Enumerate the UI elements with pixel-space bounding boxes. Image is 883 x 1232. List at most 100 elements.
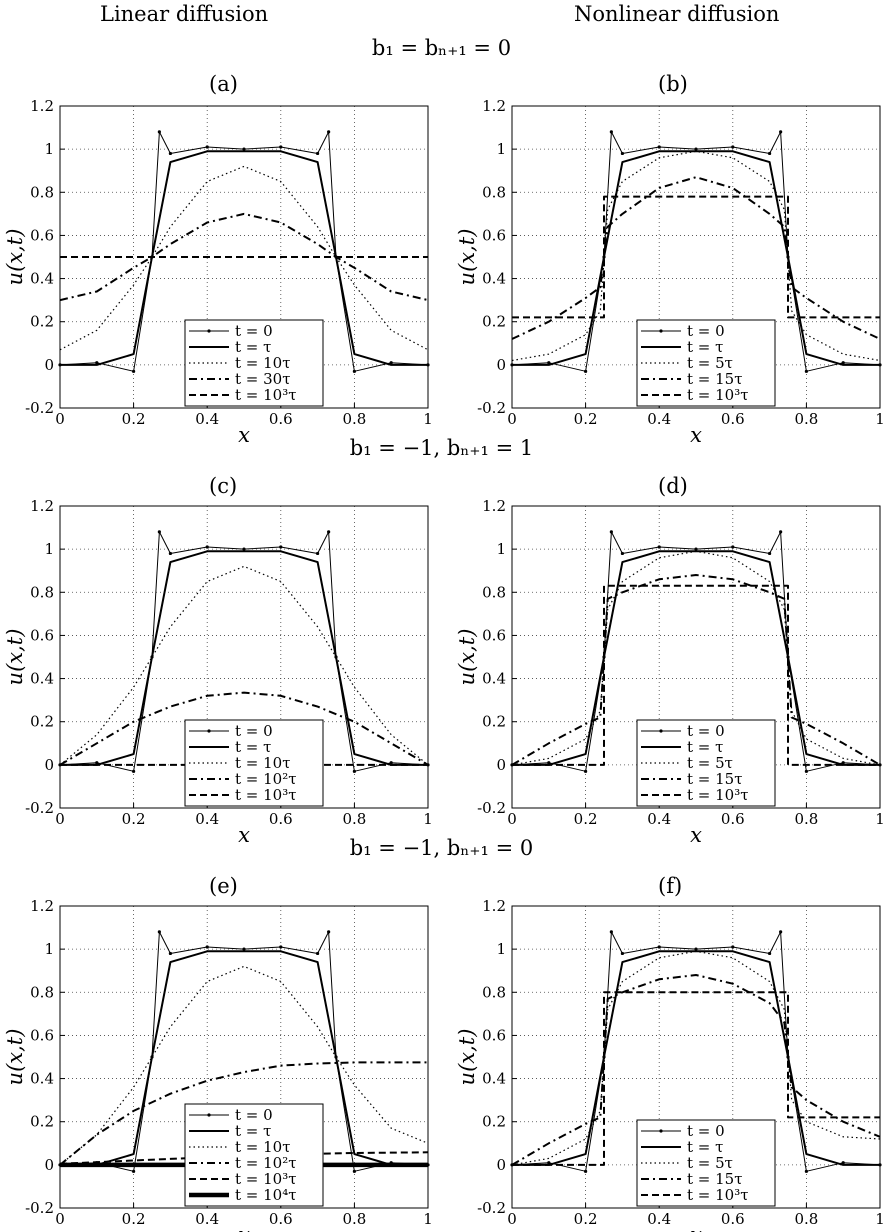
series-point [609, 530, 613, 534]
chart-panel-1: 0 0.2 0.4 0.6 0.8 1-0.200.20.40.60.811.2xu(x,… [3, 97, 433, 447]
y-tick-label: 0.4 [30, 1070, 54, 1088]
x-tick-label: 0.8 [794, 1210, 818, 1228]
series-point [168, 951, 172, 956]
x-tick-label: 0.4 [195, 410, 219, 428]
series-point [157, 130, 161, 134]
y-tick-label: 0 [44, 356, 54, 374]
x-tick-label: 1 [875, 1210, 883, 1228]
y-tick-label: 0.2 [482, 1113, 506, 1131]
series-point [779, 530, 783, 534]
legend-label: t = 10τ [235, 754, 291, 772]
y-tick-label: 0.8 [30, 183, 54, 201]
x-tick-label: 0.6 [269, 1210, 293, 1228]
series-point [804, 769, 809, 773]
y-tick-label: 0.6 [482, 226, 506, 244]
y-tick-label: 1 [496, 940, 506, 958]
y-tick-label: -0.2 [25, 799, 54, 817]
legend-label: t = 10⁴τ [235, 1186, 297, 1204]
legend-label: t = τ [235, 1122, 271, 1140]
x-tick-label: 0.2 [122, 810, 146, 828]
plot-frame [59, 505, 429, 809]
x-axis-label: x [238, 1223, 250, 1232]
series-point [168, 151, 172, 156]
panel-label-e: (e) [209, 874, 238, 898]
y-axis-label: u(x,t) [455, 229, 479, 286]
y-tick-label: -0.2 [477, 399, 506, 417]
y-tick-label: 1.2 [482, 497, 506, 515]
legend-label: t = 10³τ [687, 386, 749, 404]
series-point [694, 947, 698, 951]
legend-label: t = τ [235, 738, 271, 756]
y-tick-label: 0 [44, 756, 54, 774]
series-point [768, 151, 772, 156]
series-point [841, 1161, 845, 1165]
series-point [609, 930, 613, 934]
y-axis-label: u(x,t) [455, 629, 479, 686]
series-point [657, 545, 661, 549]
series-point [95, 361, 99, 365]
plot-frame [511, 905, 881, 1209]
legend-label: t = 10τ [235, 354, 291, 372]
y-tick-label: 1.2 [30, 897, 54, 915]
x-tick-label: 1 [423, 410, 433, 428]
x-tick-label: 0.2 [122, 1210, 146, 1228]
series-line-5 [512, 195, 880, 319]
x-tick-label: 0.2 [122, 410, 146, 428]
series-line-2 [60, 550, 428, 766]
row-condition-2: b₁ = −1, bₙ₊₁ = 1 [349, 436, 534, 460]
series-point [657, 945, 661, 949]
y-tick-label: 0.6 [482, 1026, 506, 1044]
y-tick-label: 0.2 [30, 1113, 54, 1131]
legend-label: t = 10²τ [235, 1154, 297, 1172]
x-axis-label: x [690, 823, 702, 847]
legend-label: t = 10³τ [687, 786, 749, 804]
series-line-4 [512, 574, 880, 766]
y-tick-label: -0.2 [25, 1199, 54, 1217]
y-tick-label: 0.8 [482, 983, 506, 1001]
x-tick-label: 0 [55, 1210, 65, 1228]
series-point [547, 361, 551, 365]
y-tick-label: 1 [496, 540, 506, 558]
panel-label-f: (f) [658, 874, 683, 898]
legend-marker [659, 1129, 663, 1133]
series-point [316, 551, 320, 556]
legend-marker [207, 729, 211, 733]
y-tick-label: 0 [496, 1156, 506, 1174]
series-point [547, 1161, 551, 1165]
x-tick-label: 1 [423, 1210, 433, 1228]
chart-panel-3: 0 0.2 0.4 0.6 0.8 1-0.200.20.40.60.811.2xu(x,… [3, 497, 433, 847]
y-tick-label: 0.4 [482, 270, 506, 288]
x-tick-label: 0 [507, 810, 517, 828]
series-point [327, 930, 331, 934]
y-tick-label: 0 [496, 756, 506, 774]
series-point [352, 769, 356, 773]
series-line-4 [60, 1061, 428, 1166]
x-tick-label: 0.6 [721, 810, 745, 828]
y-tick-label: -0.2 [477, 1199, 506, 1217]
y-tick-label: 1.2 [482, 897, 506, 915]
y-tick-label: 0.6 [30, 1026, 54, 1044]
series-point [779, 930, 783, 934]
chart-panel-6: 00.20.40.60.81-0.200.20.40.60.811.2xu(x,… [455, 897, 883, 1232]
legend-marker [659, 329, 663, 333]
series-point [327, 530, 331, 534]
series-line-2 [512, 150, 880, 366]
series-point [95, 761, 99, 765]
y-tick-label: 0.2 [482, 313, 506, 331]
series-point [694, 147, 698, 151]
y-tick-label: 0 [496, 356, 506, 374]
x-tick-label: 0.8 [794, 810, 818, 828]
series-point [804, 369, 809, 373]
series-point [841, 361, 845, 365]
legend-marker [207, 1113, 211, 1117]
y-tick-label: 1.2 [30, 497, 54, 515]
series-point [731, 945, 735, 949]
y-tick-label: 0.4 [482, 670, 506, 688]
series-line-3 [60, 165, 428, 351]
y-tick-label: 1.2 [30, 97, 54, 115]
x-tick-label: 0.6 [269, 810, 293, 828]
row-condition-3: b₁ = −1, bₙ₊₁ = 0 [349, 836, 534, 860]
